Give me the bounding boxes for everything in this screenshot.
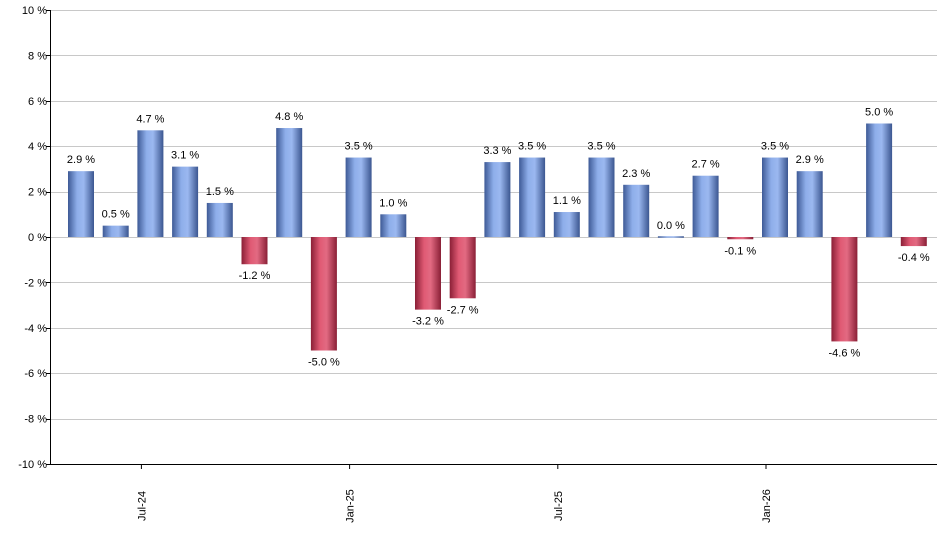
x-tick-label: Jul-25 [553,491,565,521]
x-tick-label: Jan-25 [345,489,357,523]
bar [68,171,94,237]
bar-value-label: 3.5 % [587,141,615,153]
bar [727,237,754,240]
bar-value-label: 1.5 % [206,186,234,198]
bar-value-label: 4.8 % [275,111,303,123]
bar-value-label: 5.0 % [865,107,893,119]
bar [484,162,511,237]
bar [866,123,893,237]
bar [276,128,303,237]
y-tick-label: -2 % [24,277,47,289]
y-tick-label: 10 % [22,5,47,17]
bar-value-label: 2.9 % [67,154,95,166]
bar [345,157,372,237]
x-axis-tick-labels: Jul-24 Jan-25 Jul-25 Jan-26 [136,464,773,523]
bar [519,157,546,237]
bar-value-label: -3.2 % [412,316,444,328]
bar [692,175,719,237]
bar [206,202,233,237]
bar-value-label: 4.7 % [136,113,164,125]
bar [900,237,927,247]
axes [50,10,937,465]
y-tick-label: -8 % [24,414,47,426]
bar [831,237,858,342]
bar-value-label: -1.2 % [239,270,271,282]
y-tick-label: 8 % [28,50,47,62]
y-tick-label: 0 % [28,232,47,244]
y-tick-label: -10 % [18,459,47,471]
bar-value-label: -4.6 % [829,347,861,359]
x-tick-label: Jul-24 [136,491,148,521]
bar [310,237,337,351]
bar [796,171,823,237]
bar [172,166,199,237]
y-tick-label: 6 % [28,96,47,108]
bar-value-label: 1.1 % [553,195,581,207]
bar-value-label: 3.5 % [518,141,546,153]
grid-lines [50,10,937,465]
bar [623,184,650,237]
bar-value-label: 3.5 % [345,141,373,153]
bar-value-label: 2.3 % [622,168,650,180]
bar [415,237,441,310]
bar-value-label: 0.0 % [657,220,685,232]
bars [68,123,927,351]
bar [553,212,580,237]
y-tick-label: 2 % [28,187,47,199]
bar [380,214,407,237]
bar-value-label: -0.4 % [898,252,930,264]
bar-value-label: 3.3 % [483,145,511,157]
y-axis-tick-labels: -10 % -8 % -6 % -4 % -2 % 0 % 2 % 4 % 6 % 8 % 10 % [18,5,50,471]
x-tick-label: Jan-26 [761,489,773,523]
bar [137,130,164,237]
bar-value-label: 0.5 % [102,209,130,221]
bar [762,157,788,237]
bar [241,237,268,265]
bar [449,237,476,299]
bar-value-label: 2.7 % [692,159,720,171]
bar-value-label: 1.0 % [379,197,407,209]
bar-value-label: 3.1 % [171,150,199,162]
bar-value-label: -0.1 % [724,245,756,257]
bar-value-label: -5.0 % [308,357,340,369]
bar-value-label: 3.5 % [761,141,789,153]
y-tick-label: -4 % [24,323,47,335]
bar [657,236,684,238]
bar-value-labels: 2.9 % 0.5 % 4.7 % 3.1 % 1.5 % -1.2 % 4.8 % -5.0… [67,107,930,369]
bar-value-label: 2.9 % [796,154,824,166]
bar [102,225,129,237]
y-tick-label: -6 % [24,368,47,380]
bar-value-label: -2.7 % [447,304,479,316]
bar [588,157,615,237]
y-tick-label: 4 % [28,141,47,153]
